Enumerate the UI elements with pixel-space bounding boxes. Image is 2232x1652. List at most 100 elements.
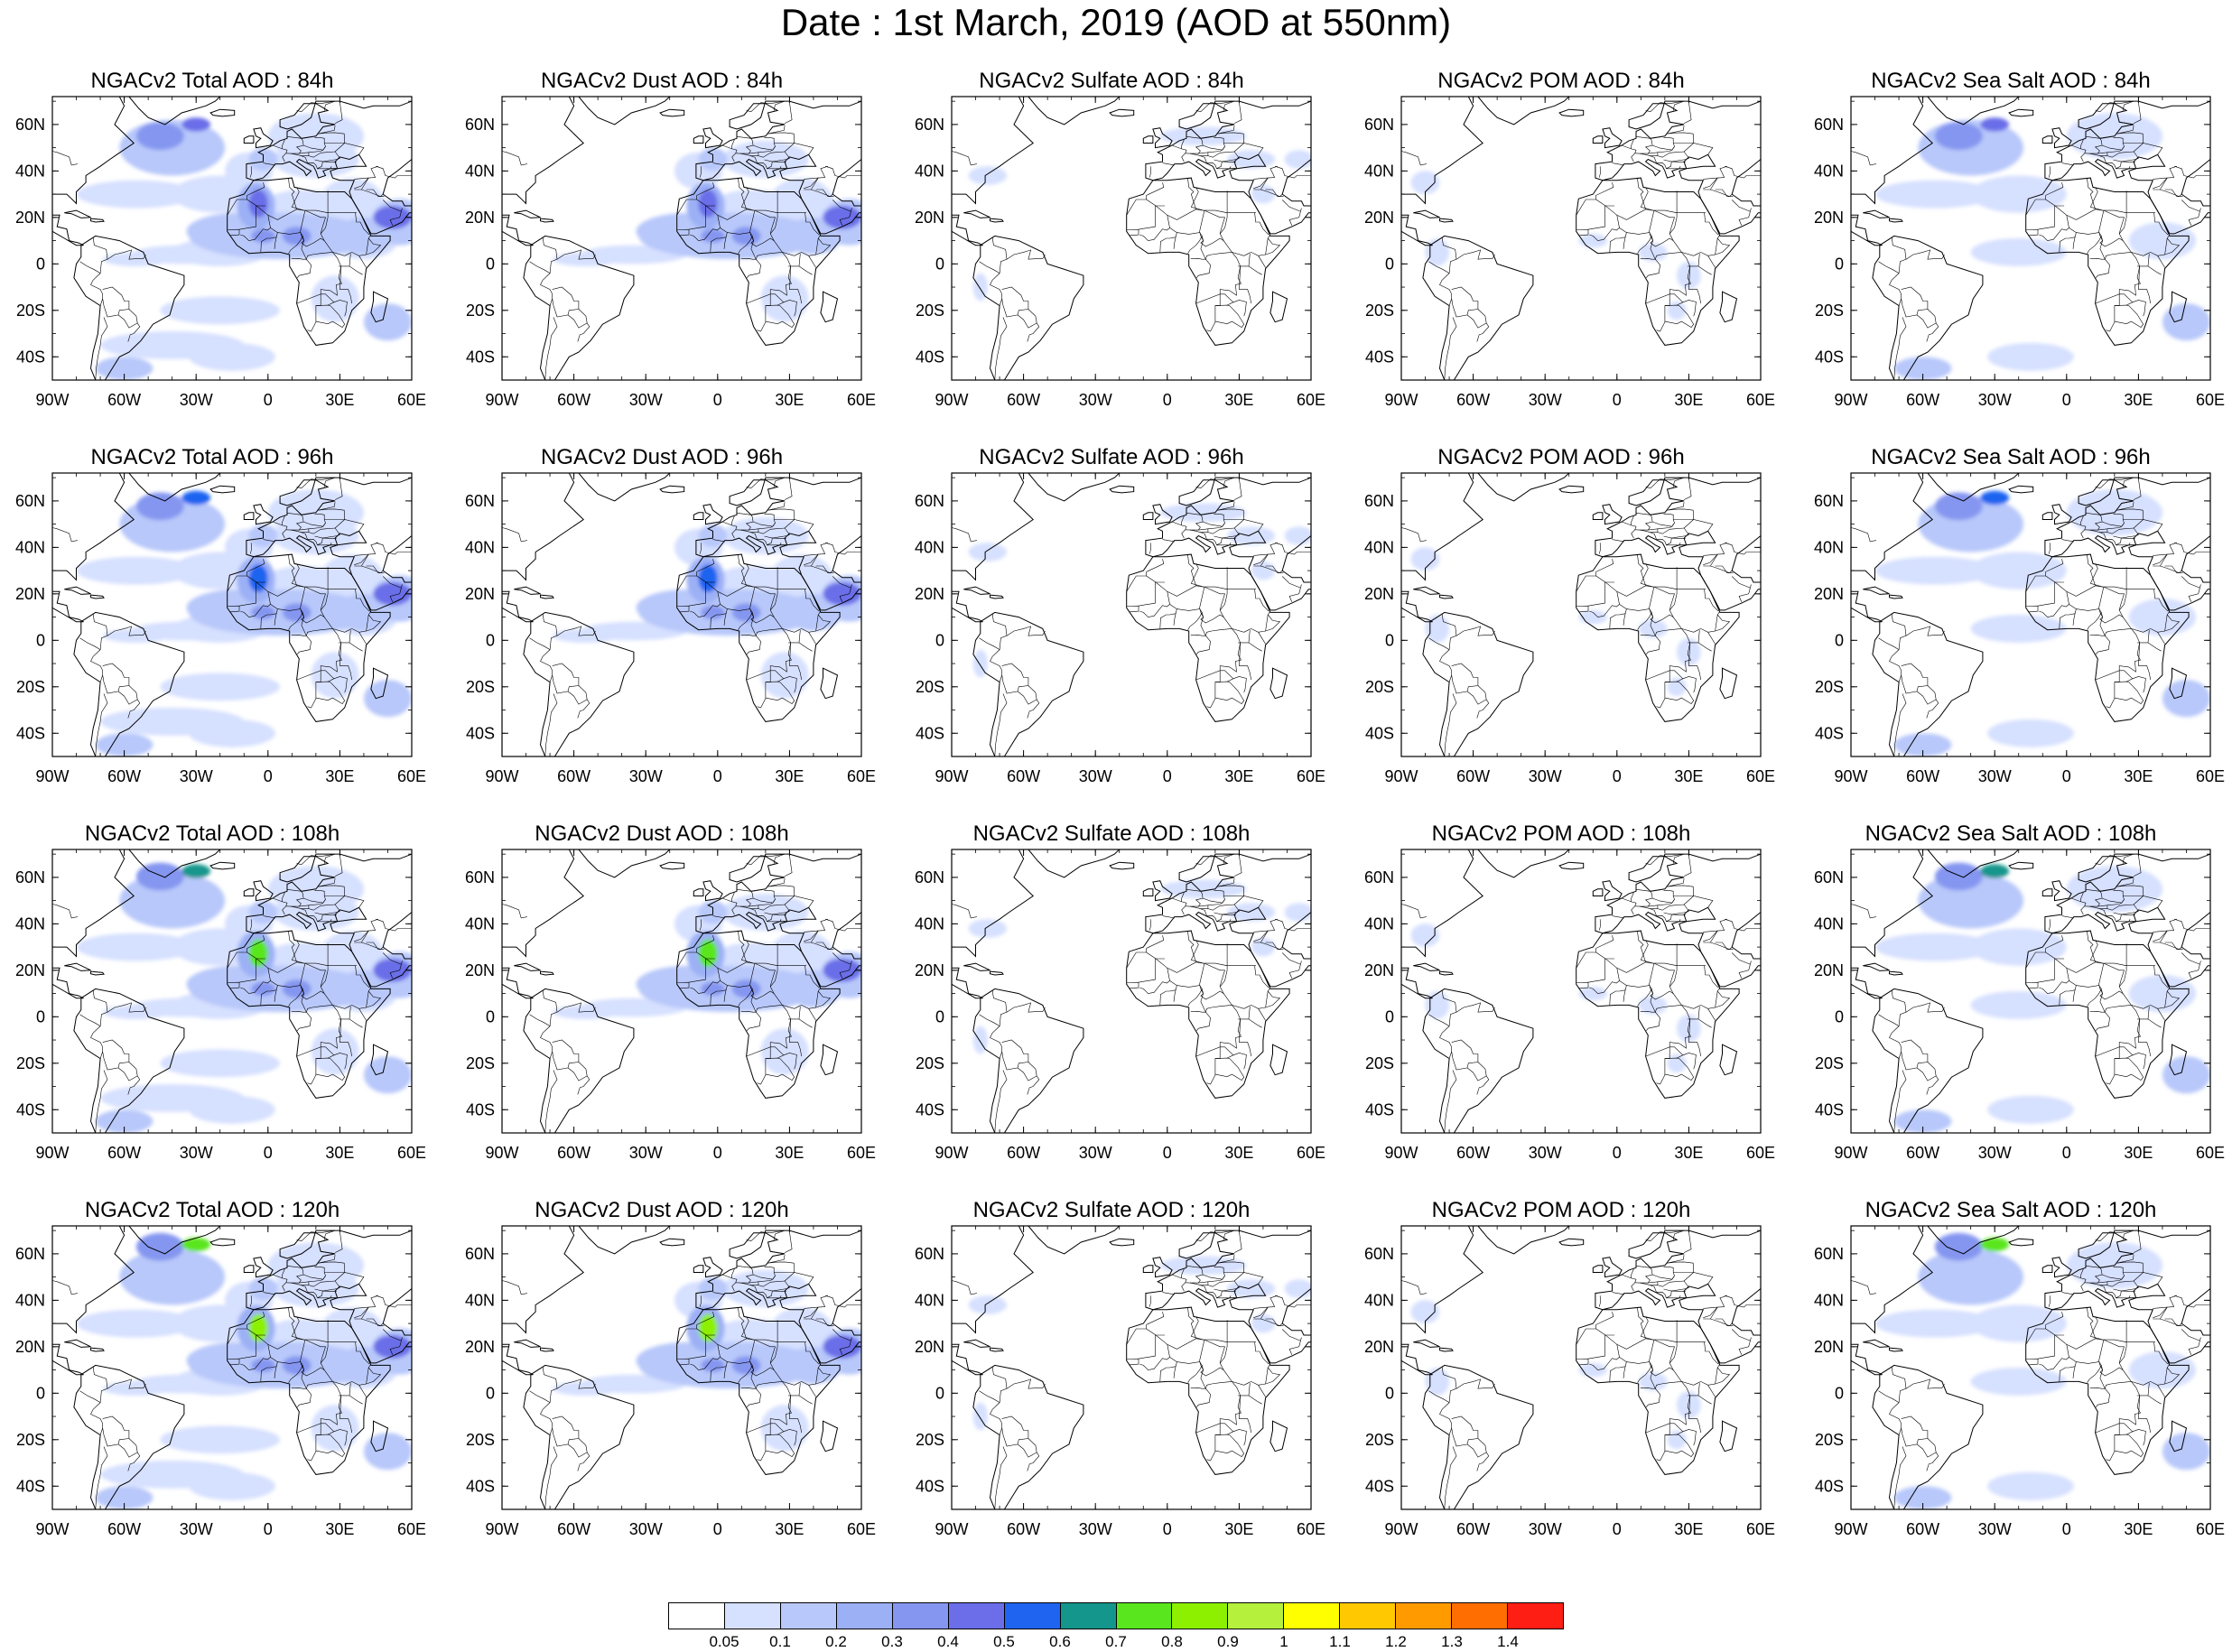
country-border	[79, 613, 108, 651]
country-border	[1162, 1292, 1175, 1295]
lon-tick-label: 60E	[2196, 1144, 2225, 1162]
country-border	[825, 165, 861, 179]
aod-patch	[1677, 1390, 1701, 1419]
country-border	[1187, 931, 1196, 962]
country-border	[808, 1385, 816, 1397]
country-border	[2099, 1365, 2132, 1390]
country-border	[1233, 896, 1264, 908]
lat-tick-label: 40N	[1364, 914, 1394, 933]
country-border	[376, 165, 412, 179]
lat-tick-label: 40S	[16, 1477, 45, 1495]
country-border	[1621, 521, 1637, 539]
country-border	[366, 237, 382, 255]
map-panel-pom-120h: NGACv2 POM AOD : 120h 90W 60W 30W 0 30E 60E 60N…	[1349, 1197, 1775, 1558]
aod-patch	[248, 564, 268, 593]
country-border	[758, 1276, 776, 1283]
lon-tick-label: 60W	[107, 391, 141, 409]
country-border	[240, 1344, 271, 1370]
country-border	[1223, 477, 1235, 487]
lat-tick-label: 40N	[15, 914, 45, 933]
country-borders	[1401, 853, 1761, 1133]
coastline-cuba	[963, 586, 990, 595]
coastline-iceland	[1109, 1238, 1135, 1247]
country-border	[721, 897, 738, 915]
colorbar-swatch	[836, 1603, 893, 1629]
coastline-madagascar	[370, 291, 389, 323]
country-border	[1676, 676, 1697, 693]
country-border	[238, 1334, 266, 1360]
country-border	[1146, 1328, 1204, 1350]
country-border	[1253, 553, 1275, 565]
lat-tick-label: 20N	[465, 1338, 495, 1356]
country-border	[1612, 162, 1624, 166]
lat-tick-label: 20S	[466, 1054, 495, 1072]
country-border	[696, 575, 754, 597]
aod-patch	[968, 166, 1007, 185]
aod-patch	[552, 628, 619, 643]
country-border	[227, 182, 265, 216]
country-border	[1650, 1285, 1672, 1299]
lon-tick-label: 30W	[1529, 767, 1562, 785]
country-border	[334, 896, 365, 908]
country-border	[2039, 215, 2069, 241]
panel-title: NGACv2 Total AOD : 108h	[84, 821, 340, 846]
aod-field	[968, 503, 1311, 678]
country-border	[301, 612, 333, 637]
country-border	[1204, 1339, 1225, 1363]
country-border	[1715, 1318, 1734, 1326]
country-border	[282, 515, 285, 525]
figure-title: Date : 1st March, 2019 (AOD at 550nm)	[780, 1, 1452, 43]
country-border	[1704, 212, 1719, 236]
country-border	[767, 1255, 786, 1264]
coastline-south-america	[1422, 1364, 1534, 1509]
country-border	[79, 237, 108, 274]
country-border	[1683, 519, 1714, 532]
country-border	[1017, 309, 1037, 329]
country-border	[721, 1274, 738, 1292]
country-border	[832, 952, 851, 965]
country-border	[376, 542, 412, 555]
coastline-africa	[227, 177, 391, 346]
lat-tick-label: 40N	[465, 538, 495, 556]
country-border	[2095, 853, 2134, 866]
aod-patch	[1667, 301, 1687, 320]
country-border	[1595, 575, 1653, 597]
country-border	[731, 1268, 735, 1278]
country-border	[1253, 553, 1269, 556]
country-border	[322, 1290, 337, 1292]
country-border	[323, 853, 336, 864]
country-border	[2095, 477, 2134, 489]
map-panel-pom-84h: NGACv2 POM AOD : 84h 90W 60W 30W 0 30E 60E 60N 4…	[1349, 68, 1775, 429]
country-border	[227, 1312, 265, 1345]
country-border	[567, 685, 588, 705]
lon-tick-label: 30W	[629, 1520, 663, 1538]
country-border	[2137, 265, 2162, 275]
country-border	[832, 1329, 851, 1341]
coastline-europe-asia	[695, 100, 861, 235]
lat-tick-label: 40N	[15, 1291, 45, 1309]
coastline-north-america	[952, 97, 1034, 205]
country-border	[317, 1295, 332, 1299]
country-border	[1653, 962, 1675, 987]
country-border	[1216, 919, 1232, 923]
coastline-iceland	[2008, 1238, 2034, 1247]
map-frame	[501, 472, 862, 757]
country-border	[1176, 985, 1203, 1007]
lat-tick-label: 40N	[1364, 1291, 1394, 1309]
country-border	[291, 635, 312, 654]
country-border	[804, 1306, 825, 1318]
map-frame	[51, 1225, 413, 1510]
country-border	[1669, 293, 1684, 303]
country-border	[296, 477, 336, 489]
country-border	[1195, 1381, 1242, 1434]
country-borders	[52, 100, 412, 380]
country-border	[1645, 100, 1685, 113]
lon-tick-label: 90W	[485, 767, 518, 785]
aod-patch	[135, 1232, 184, 1261]
country-border	[1667, 1255, 1685, 1264]
lat-tick-label: 0	[935, 1384, 944, 1402]
coastline-cuba	[514, 1339, 541, 1348]
coastline-ireland	[693, 1265, 704, 1273]
lat-tick-label: 0	[1385, 1384, 1394, 1402]
